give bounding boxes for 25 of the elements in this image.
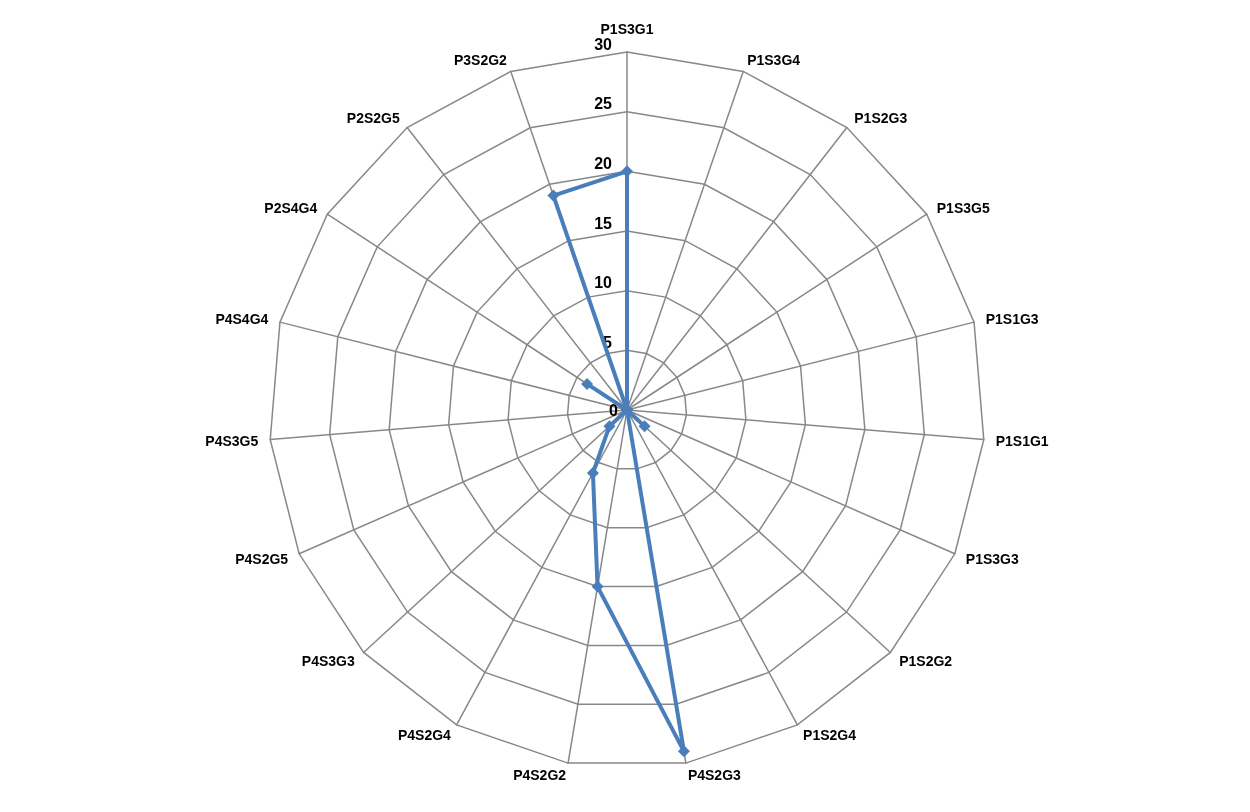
spoke-label: P1S1G3 [985,311,1039,328]
spoke-label: P2S4G4 [264,199,318,216]
spoke-label: P1S3G1 [600,21,654,38]
y-tick-label: 0 [609,401,619,419]
y-tick-label: 20 [594,154,613,172]
spoke-label: P1S3G4 [747,52,801,69]
spoke-label: P1S2G2 [899,652,953,669]
spoke-label: P3S2G2 [453,52,508,69]
y-tick-label: 25 [594,95,613,113]
y-tick-label: 30 [594,35,613,53]
spoke-label: P4S2G5 [235,550,289,567]
spoke-label: P1S1G1 [995,432,1049,449]
spoke-label: P1S2G4 [803,727,857,744]
spoke-label: P1S2G3 [854,110,908,127]
spoke-label: P4S2G3 [687,766,742,783]
spoke-label: P4S3G3 [301,652,355,669]
spoke-label: P4S2G2 [513,766,567,783]
spoke-label: P4S4G4 [215,311,269,328]
y-tick-label: 15 [594,214,613,232]
y-tick-label: 10 [594,274,613,292]
spoke-label: P1S3G5 [936,199,990,216]
spoke-label: P4S3G5 [205,432,259,449]
spoke-label: P2S2G5 [346,110,400,127]
spoke-label: P4S2G4 [397,727,452,744]
spoke-label: P1S3G3 [965,550,1019,567]
